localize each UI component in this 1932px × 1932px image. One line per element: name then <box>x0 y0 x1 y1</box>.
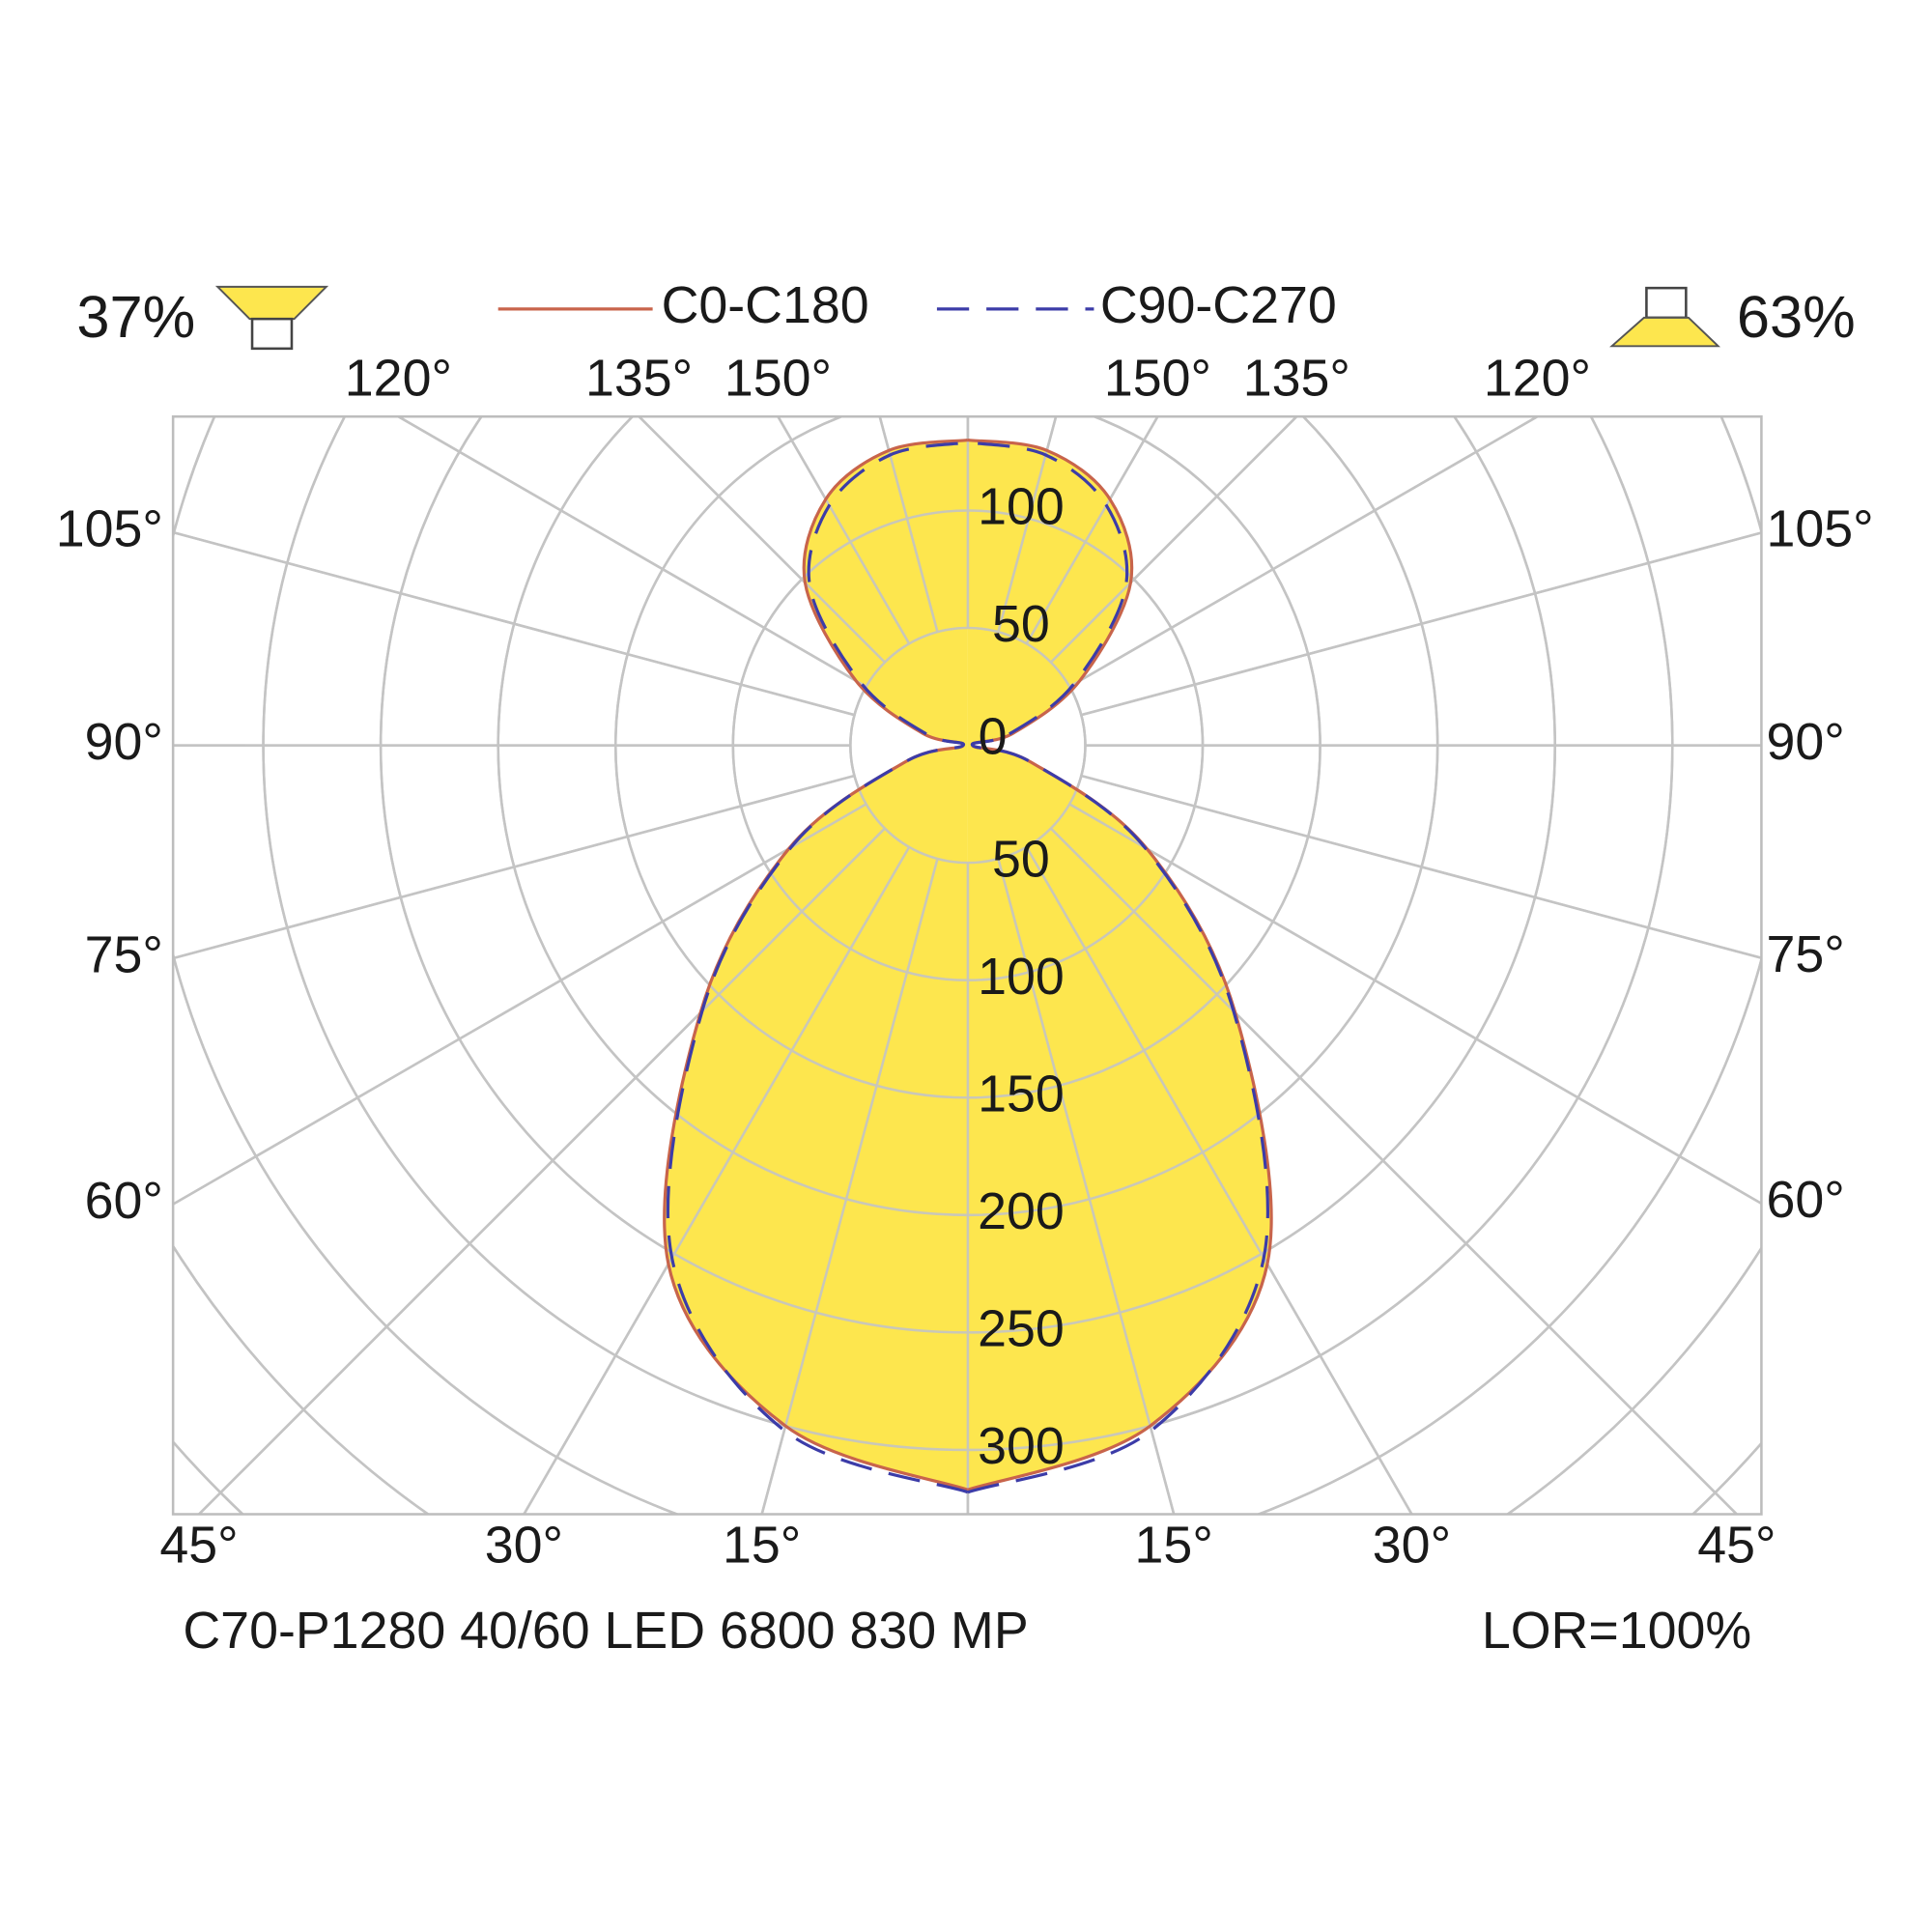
up-share: 37% <box>76 284 195 351</box>
grid-ray <box>1068 416 1541 688</box>
down-share: 63% <box>1737 284 1856 351</box>
angle-tick-label: 60° <box>1767 1171 1845 1229</box>
angle-tick-label: 45° <box>159 1517 238 1575</box>
lor-label: LOR=100% <box>1482 1602 1751 1660</box>
r-tick-label: 100 <box>978 478 1065 536</box>
grid-ray <box>997 858 1176 1515</box>
r-tick-label: 100 <box>978 948 1065 1006</box>
angle-tick-label: 75° <box>85 925 163 983</box>
grid-ray <box>1049 827 1739 1515</box>
intensity-curve <box>967 440 1269 1494</box>
intensity-curve <box>663 438 969 1492</box>
intensity-curve <box>967 438 1273 1492</box>
r-tick-label: 50 <box>992 595 1050 653</box>
angle-tick-label: 135° <box>1243 350 1350 408</box>
angle-tick-label: 15° <box>1135 1517 1213 1575</box>
grid-ray <box>1049 416 1299 664</box>
grid-ray <box>760 858 939 1515</box>
angle-tick-label: 75° <box>1767 925 1845 983</box>
angle-tick-label: 120° <box>1484 350 1591 408</box>
uplight-icon <box>214 285 329 351</box>
angle-tick-label: 120° <box>345 350 452 408</box>
light-fill <box>967 440 1272 1491</box>
grid-overlay <box>173 416 1762 1515</box>
angle-tick-label: 150° <box>1104 350 1211 408</box>
r-tick-label: 50 <box>992 830 1050 888</box>
r-tick-label: 200 <box>978 1182 1065 1240</box>
grid-ray <box>1025 416 1159 644</box>
grid-ray <box>395 416 867 688</box>
r-tick-label: 250 <box>978 1300 1065 1358</box>
grid-ray <box>1068 803 1762 1206</box>
downlight-icon <box>1609 286 1721 348</box>
angle-tick-label: 45° <box>1697 1517 1776 1575</box>
angle-tick-label: 105° <box>56 499 163 557</box>
grid-ray <box>173 774 855 960</box>
angle-tick-label: 30° <box>485 1517 563 1575</box>
grid-ray <box>637 416 886 664</box>
plot-frame <box>171 414 1763 1516</box>
grid-ray <box>1025 846 1413 1515</box>
angle-tick-label: 90° <box>85 713 163 771</box>
angle-tick-label: 105° <box>1767 500 1874 558</box>
legend-label: C90-C270 <box>1100 276 1337 334</box>
grid-ray <box>997 416 1058 633</box>
grid-ray <box>173 803 867 1207</box>
angle-tick-label: 150° <box>724 350 832 408</box>
grid-ray <box>1081 774 1762 960</box>
model-label: C70-P1280 40/60 LED 6800 830 MP <box>183 1602 1028 1660</box>
light-fill <box>664 440 968 1491</box>
grid-ray <box>1081 531 1762 717</box>
intensity-curve <box>666 440 969 1494</box>
curves <box>173 416 1762 1515</box>
angle-tick-label: 15° <box>723 1517 801 1575</box>
grid-ray <box>522 846 911 1515</box>
r-tick-label: 150 <box>978 1065 1065 1122</box>
labels: 50 100 150 200 250 300 0 50 100 15° 15° 30° 30° 45° 45… <box>56 350 1874 1575</box>
angle-tick-label: 135° <box>585 350 693 408</box>
r-tick-label: 300 <box>978 1417 1065 1475</box>
angle-tick-label: 60° <box>85 1172 163 1230</box>
grid-ray <box>197 827 886 1515</box>
angle-tick-label: 90° <box>1767 713 1845 771</box>
angle-tick-label: 30° <box>1373 1517 1451 1575</box>
r-tick-label: 0 <box>979 708 1008 766</box>
legend-label: C0-C180 <box>662 276 869 334</box>
grid-ray <box>776 416 911 644</box>
grid-ray <box>173 530 855 717</box>
grid-ray <box>878 416 939 633</box>
